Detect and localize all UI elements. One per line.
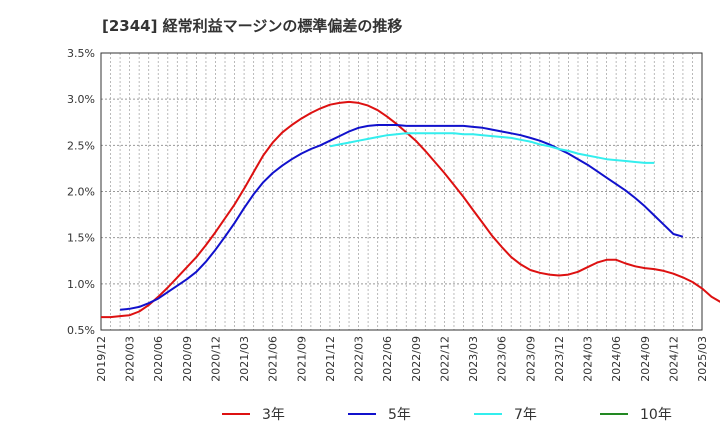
legend-label-2: 7年 [514,407,537,423]
y-tick-label: 1.5% [67,232,95,245]
x-tick-label: 2021/12 [324,336,337,382]
x-tick-label: 2022/09 [410,336,423,382]
x-tick-label: 2021/06 [267,336,280,382]
legend: 3年 5年 7年 10年 [222,407,672,423]
x-tick-label: 2023/12 [553,336,566,382]
y-tick-label: 0.5% [67,324,95,337]
y-tick-label: 1.0% [67,278,95,291]
x-tick-label: 2023/09 [524,336,537,382]
x-tick-label: 2023/06 [496,336,509,382]
x-tick-label: 2022/06 [381,336,394,382]
x-tick-label: 2022/03 [353,336,366,382]
x-tick-label: 2020/06 [152,336,165,382]
y-tick-label: 2.0% [67,186,95,199]
x-tick-label: 2023/03 [467,336,480,382]
legend-label-3: 10年 [640,407,672,423]
x-tick-label: 2024/03 [582,336,595,382]
y-tick-label: 2.5% [67,139,95,152]
y-tick-label: 3.5% [67,47,95,60]
x-tick-label: 2025/03 [696,336,709,382]
x-tick-label: 2019/12 [95,336,108,382]
x-tick-label: 2020/12 [209,336,222,382]
series-lines [101,100,720,319]
x-tick-label: 2024/12 [667,336,680,382]
grid [101,53,702,330]
x-axis: 2019/12 2020/03 2020/06 2020/09 2020/12 2021/… [95,336,709,382]
series-line-2 [329,132,655,164]
x-tick-label: 2024/09 [639,336,652,382]
chart-title: [2344] 経常利益マージンの標準偏差の推移 [102,17,402,35]
legend-label-0: 3年 [262,407,285,423]
legend-label-1: 5年 [388,407,411,423]
x-tick-label: 2024/06 [610,336,623,382]
x-tick-label: 2021/03 [238,336,251,382]
series-line-1 [120,124,684,311]
plot-frame [100,52,703,331]
x-tick-label: 2022/12 [438,336,451,382]
x-tick-label: 2021/09 [295,336,308,382]
x-tick-label: 2020/03 [124,336,137,382]
y-tick-label: 3.0% [67,93,95,106]
series-line-0 [101,100,720,319]
x-tick-label: 2020/09 [181,336,194,382]
y-axis: 0.5% 1.0% 1.5% 2.0% 2.5% 3.0% 3.5% [67,47,95,337]
